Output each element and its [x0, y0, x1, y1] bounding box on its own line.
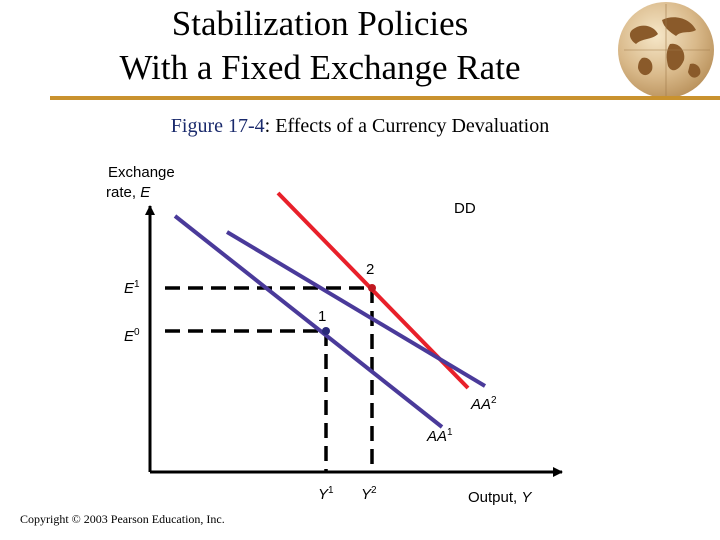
aa2-label-base: AA [470, 396, 491, 413]
figure-caption: Figure 17-4: Effects of a Currency Deval… [0, 115, 720, 138]
y2-tick-base: Y [361, 486, 372, 503]
dd-label: DD [454, 200, 476, 217]
slide-title: Stabilization Policies With a Fixed Exch… [60, 2, 580, 90]
y1-tick-sup: 1 [328, 485, 334, 496]
x-axis-label-text: Output, [468, 489, 521, 506]
y-axis-label-var: E [140, 184, 151, 201]
y1-tick-base: Y [318, 486, 329, 503]
point-1-label: 1 [318, 308, 326, 325]
x-axis-label-var: Y [521, 489, 532, 506]
aa2-label-sup: 2 [491, 395, 497, 406]
aa2-curve [225, 230, 487, 388]
equilibrium-point-1 [322, 327, 330, 335]
aa2-label: AA2 [470, 395, 497, 413]
point-2-label: 2 [366, 261, 374, 278]
title-rule [50, 96, 720, 100]
e0-tick-label: E0 [124, 327, 140, 345]
y1-tick-label: Y1 [318, 485, 334, 503]
y-axis-label-text: rate, [106, 184, 140, 201]
e0-tick-base: E [124, 328, 135, 345]
y-axis-label-line-2: rate, E [106, 184, 151, 201]
y2-tick-sup: 2 [371, 485, 377, 496]
slide-title-line-1: Stabilization Policies [171, 4, 469, 43]
e1-tick-sup: 1 [134, 279, 140, 290]
slide-title-line-2: With a Fixed Exchange Rate [119, 48, 521, 87]
e1-tick-base: E [124, 280, 135, 297]
aa1-label-sup: 1 [447, 427, 453, 438]
equilibrium-point-2 [368, 284, 376, 292]
copyright-notice: Copyright © 2003 Pearson Education, Inc. [20, 512, 225, 526]
y2-tick-label: Y2 [361, 485, 377, 503]
x-axis-label: Output, Y [468, 489, 532, 506]
aa1-label: AA1 [426, 427, 453, 445]
y-axis-label-line-1: Exchange [108, 164, 175, 181]
globe-icon [618, 2, 714, 98]
figure-number: Figure 17-4 [170, 115, 265, 137]
e0-tick-sup: 0 [134, 327, 140, 338]
aa1-curve [173, 214, 444, 429]
figure-caption-text: : Effects of a Currency Devaluation [264, 115, 550, 137]
e1-tick-label: E1 [124, 279, 140, 297]
aa1-label-base: AA [426, 428, 447, 445]
